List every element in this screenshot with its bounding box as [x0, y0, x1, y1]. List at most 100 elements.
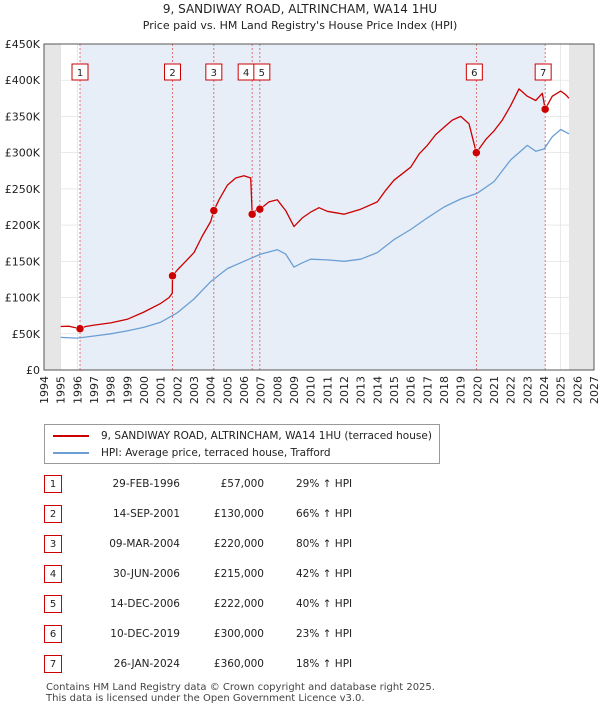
x-tick-label: 2009: [288, 376, 301, 404]
chart-title: 9, SANDIWAY ROAD, ALTRINCHAM, WA14 1HU: [163, 2, 437, 16]
x-tick-label: 2004: [205, 376, 218, 404]
hpi-line: [60, 128, 570, 339]
x-tick-label: 1996: [71, 376, 84, 404]
table-row: 2 14-SEP-2001 £130,000 66% ↑ HPI: [44, 503, 464, 525]
x-tick-label: 2023: [521, 376, 534, 404]
footer-copyright: Contains HM Land Registry data © Crown c…: [46, 682, 435, 693]
row-date: 14-SEP-2001: [112, 508, 180, 520]
x-tick-label: 2027: [588, 376, 600, 404]
x-tick-label: 2020: [471, 376, 484, 404]
transaction-box: [465, 63, 483, 81]
footer-licence: This data is licensed under the Open Gov…: [46, 693, 365, 704]
row-price: £300,000: [213, 628, 264, 640]
row-price: £220,000: [213, 538, 264, 550]
row-number: 2: [44, 505, 62, 523]
legend-label-hpi: HPI: Average price, terraced house, Traf…: [101, 447, 331, 459]
footer: Contains HM Land Registry data © Crown c…: [46, 682, 435, 704]
row-hpi: 23% ↑ HPI: [296, 628, 353, 640]
y-tick-label: £250K: [5, 183, 41, 196]
row-price: £57,000: [220, 478, 264, 490]
row-price: £130,000: [213, 508, 264, 520]
row-date: 10-DEC-2019: [110, 628, 180, 640]
x-tick-label: 1998: [105, 376, 118, 404]
x-tick-label: 1997: [88, 376, 101, 404]
property-price-line: [60, 88, 570, 330]
transaction-point: [472, 148, 481, 157]
x-tick-label: 2013: [355, 376, 368, 404]
x-tick-label: 2008: [271, 376, 284, 404]
legend-label-property: 9, SANDIWAY ROAD, ALTRINCHAM, WA14 1HU (…: [101, 430, 432, 442]
transaction-box: [205, 63, 223, 81]
y-tick-label: £100K: [5, 292, 41, 305]
y-tick-label: £150K: [5, 255, 41, 268]
y-tick-label: £350K: [5, 110, 41, 123]
table-row: 1 29-FEB-1996 £57,000 29% ↑ HPI: [44, 473, 464, 495]
x-tick-label: 2018: [438, 376, 451, 404]
x-tick-label: 1995: [55, 376, 68, 404]
shaded-regions: [44, 44, 594, 370]
x-tick-label: 2022: [505, 376, 518, 404]
x-tick-label: 2025: [555, 376, 568, 404]
transaction-point: [168, 271, 177, 281]
row-hpi: 42% ↑ HPI: [296, 568, 353, 580]
x-tick-label: 1999: [121, 376, 134, 404]
x-tick-label: 2002: [171, 376, 184, 404]
row-date: 14-DEC-2006: [110, 598, 180, 610]
transaction-box-label: 5: [259, 68, 265, 79]
row-hpi: 29% ↑ HPI: [296, 478, 353, 490]
transaction-box-label: 1: [77, 68, 83, 79]
transaction-box-label: 6: [471, 68, 477, 79]
y-axis-ticks: £0 £50K £100K £150K £200K £250K £300K £350K £400…: [5, 38, 41, 377]
row-number: 7: [44, 655, 62, 673]
row-hpi: 80% ↑ HPI: [296, 538, 353, 550]
row-hpi: 18% ↑ HPI: [296, 658, 353, 670]
transaction-point: [247, 209, 257, 219]
transaction-box: [164, 63, 181, 81]
x-tick-label: 2019: [455, 376, 468, 404]
table-row: 3 09-MAR-2004 £220,000 80% ↑ HPI: [44, 533, 464, 555]
x-tick-label: 2017: [421, 376, 434, 404]
row-number: 6: [44, 625, 62, 643]
x-tick-label: 2001: [155, 376, 168, 404]
y-tick-label: £300K: [5, 147, 41, 160]
legend-swatch-red: [53, 435, 89, 437]
row-date: 29-FEB-1996: [112, 478, 180, 490]
x-tick-label: 1994: [38, 376, 51, 404]
x-tick-label: 2000: [138, 376, 151, 404]
legend-swatch-blue: [53, 452, 89, 454]
plot-frame: [43, 43, 595, 371]
row-price: £360,000: [213, 658, 264, 670]
table-row: 7 26-JAN-2024 £360,000 18% ↑ HPI: [44, 653, 464, 675]
transaction-points: [75, 104, 550, 333]
row-hpi: 40% ↑ HPI: [296, 598, 353, 610]
y-tick-label: £400K: [5, 74, 41, 87]
x-tick-label: 2016: [405, 376, 418, 404]
row-hpi: 66% ↑ HPI: [296, 508, 353, 520]
x-tick-label: 2024: [538, 376, 551, 404]
x-tick-label: 2012: [338, 376, 351, 404]
row-number: 1: [44, 475, 62, 493]
x-tick-label: 2007: [255, 376, 268, 404]
table-row: 4 30-JUN-2006 £215,000 42% ↑ HPI: [44, 563, 464, 585]
row-number: 5: [44, 595, 62, 613]
table-row: 5 14-DEC-2006 £222,000 40% ↑ HPI: [44, 593, 464, 615]
pre-data-shade: [44, 44, 61, 370]
x-tick-label: 2010: [305, 376, 318, 404]
transaction-box-label: 7: [540, 68, 546, 79]
row-price: £215,000: [213, 568, 264, 580]
transaction-point: [540, 104, 550, 114]
transaction-point: [75, 324, 85, 333]
row-price: £222,000: [213, 598, 264, 610]
x-tick-label: 2005: [221, 376, 234, 404]
transaction-span-shade: [80, 44, 546, 370]
row-date: 26-JAN-2024: [113, 658, 180, 670]
transaction-point: [255, 204, 265, 214]
transaction-point: [209, 206, 219, 215]
price-chart: 9, SANDIWAY ROAD, ALTRINCHAM, WA14 1HU P…: [5, 2, 600, 404]
x-tick-label: 2015: [388, 376, 401, 404]
series-lines: [60, 88, 570, 339]
row-number: 3: [44, 535, 62, 553]
chart-subtitle: Price paid vs. HM Land Registry's House …: [143, 19, 458, 32]
legend: 9, SANDIWAY ROAD, ALTRINCHAM, WA14 1HU (…: [44, 424, 440, 464]
